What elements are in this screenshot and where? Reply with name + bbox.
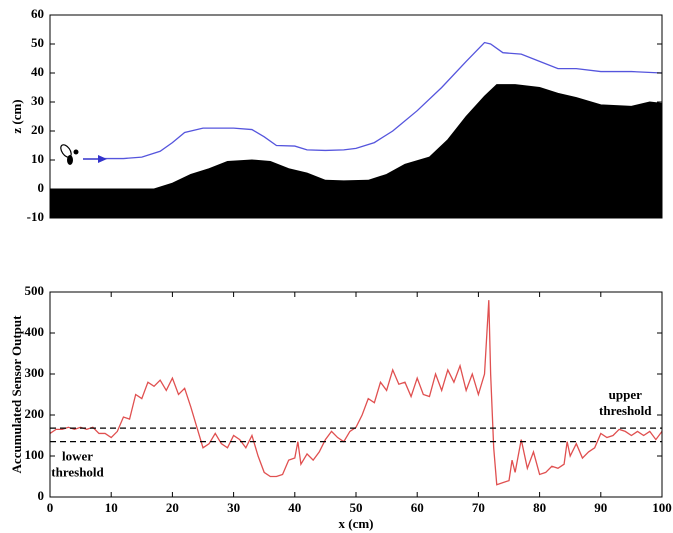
x-tick-label: 70 <box>472 500 485 515</box>
x-tick-label: 30 <box>227 500 240 515</box>
y-axis-label: z (cm) <box>9 99 24 133</box>
y-tick-label: 40 <box>31 64 44 79</box>
y-tick-label: 10 <box>31 151 44 166</box>
y-tick-label: 50 <box>31 35 44 50</box>
y-tick-label: -10 <box>27 209 44 224</box>
y-tick-label: 400 <box>25 324 45 339</box>
bee-head <box>73 149 79 155</box>
threshold-label: lower <box>62 449 93 464</box>
x-tick-label: 80 <box>533 500 546 515</box>
y-tick-label: 300 <box>25 365 45 380</box>
bee-icon <box>60 144 107 165</box>
plot-frame <box>49 291 663 498</box>
line <box>49 300 663 486</box>
x-tick-label: 40 <box>288 500 301 515</box>
x-tick-label: 90 <box>594 500 607 515</box>
x-tick-label: 50 <box>350 500 363 515</box>
x-tick-label: 60 <box>411 500 424 515</box>
bee-body <box>67 155 73 165</box>
y-tick-label: 200 <box>25 406 45 421</box>
threshold-label: threshold <box>51 465 104 480</box>
y-tick-label: 500 <box>25 283 45 298</box>
y-tick-label: 20 <box>31 122 44 137</box>
plot-frame <box>49 14 663 219</box>
x-tick-label: 10 <box>105 500 118 515</box>
threshold-label: upper <box>609 387 642 402</box>
line <box>98 41 663 160</box>
threshold-label: threshold <box>599 403 652 418</box>
x-tick-label: 100 <box>652 500 672 515</box>
y-tick-label: 0 <box>38 488 45 503</box>
area <box>49 84 663 219</box>
y-axis-label: Accumulated Sensor Output <box>9 315 24 474</box>
y-tick-label: 0 <box>38 180 45 195</box>
x-tick-label: 20 <box>166 500 179 515</box>
y-tick-label: 60 <box>31 6 44 21</box>
arrow-head <box>98 155 107 163</box>
x-axis-label: x (cm) <box>338 516 373 531</box>
y-tick-label: 30 <box>31 93 44 108</box>
x-tick-label: 0 <box>47 500 54 515</box>
y-tick-label: 100 <box>25 447 45 462</box>
